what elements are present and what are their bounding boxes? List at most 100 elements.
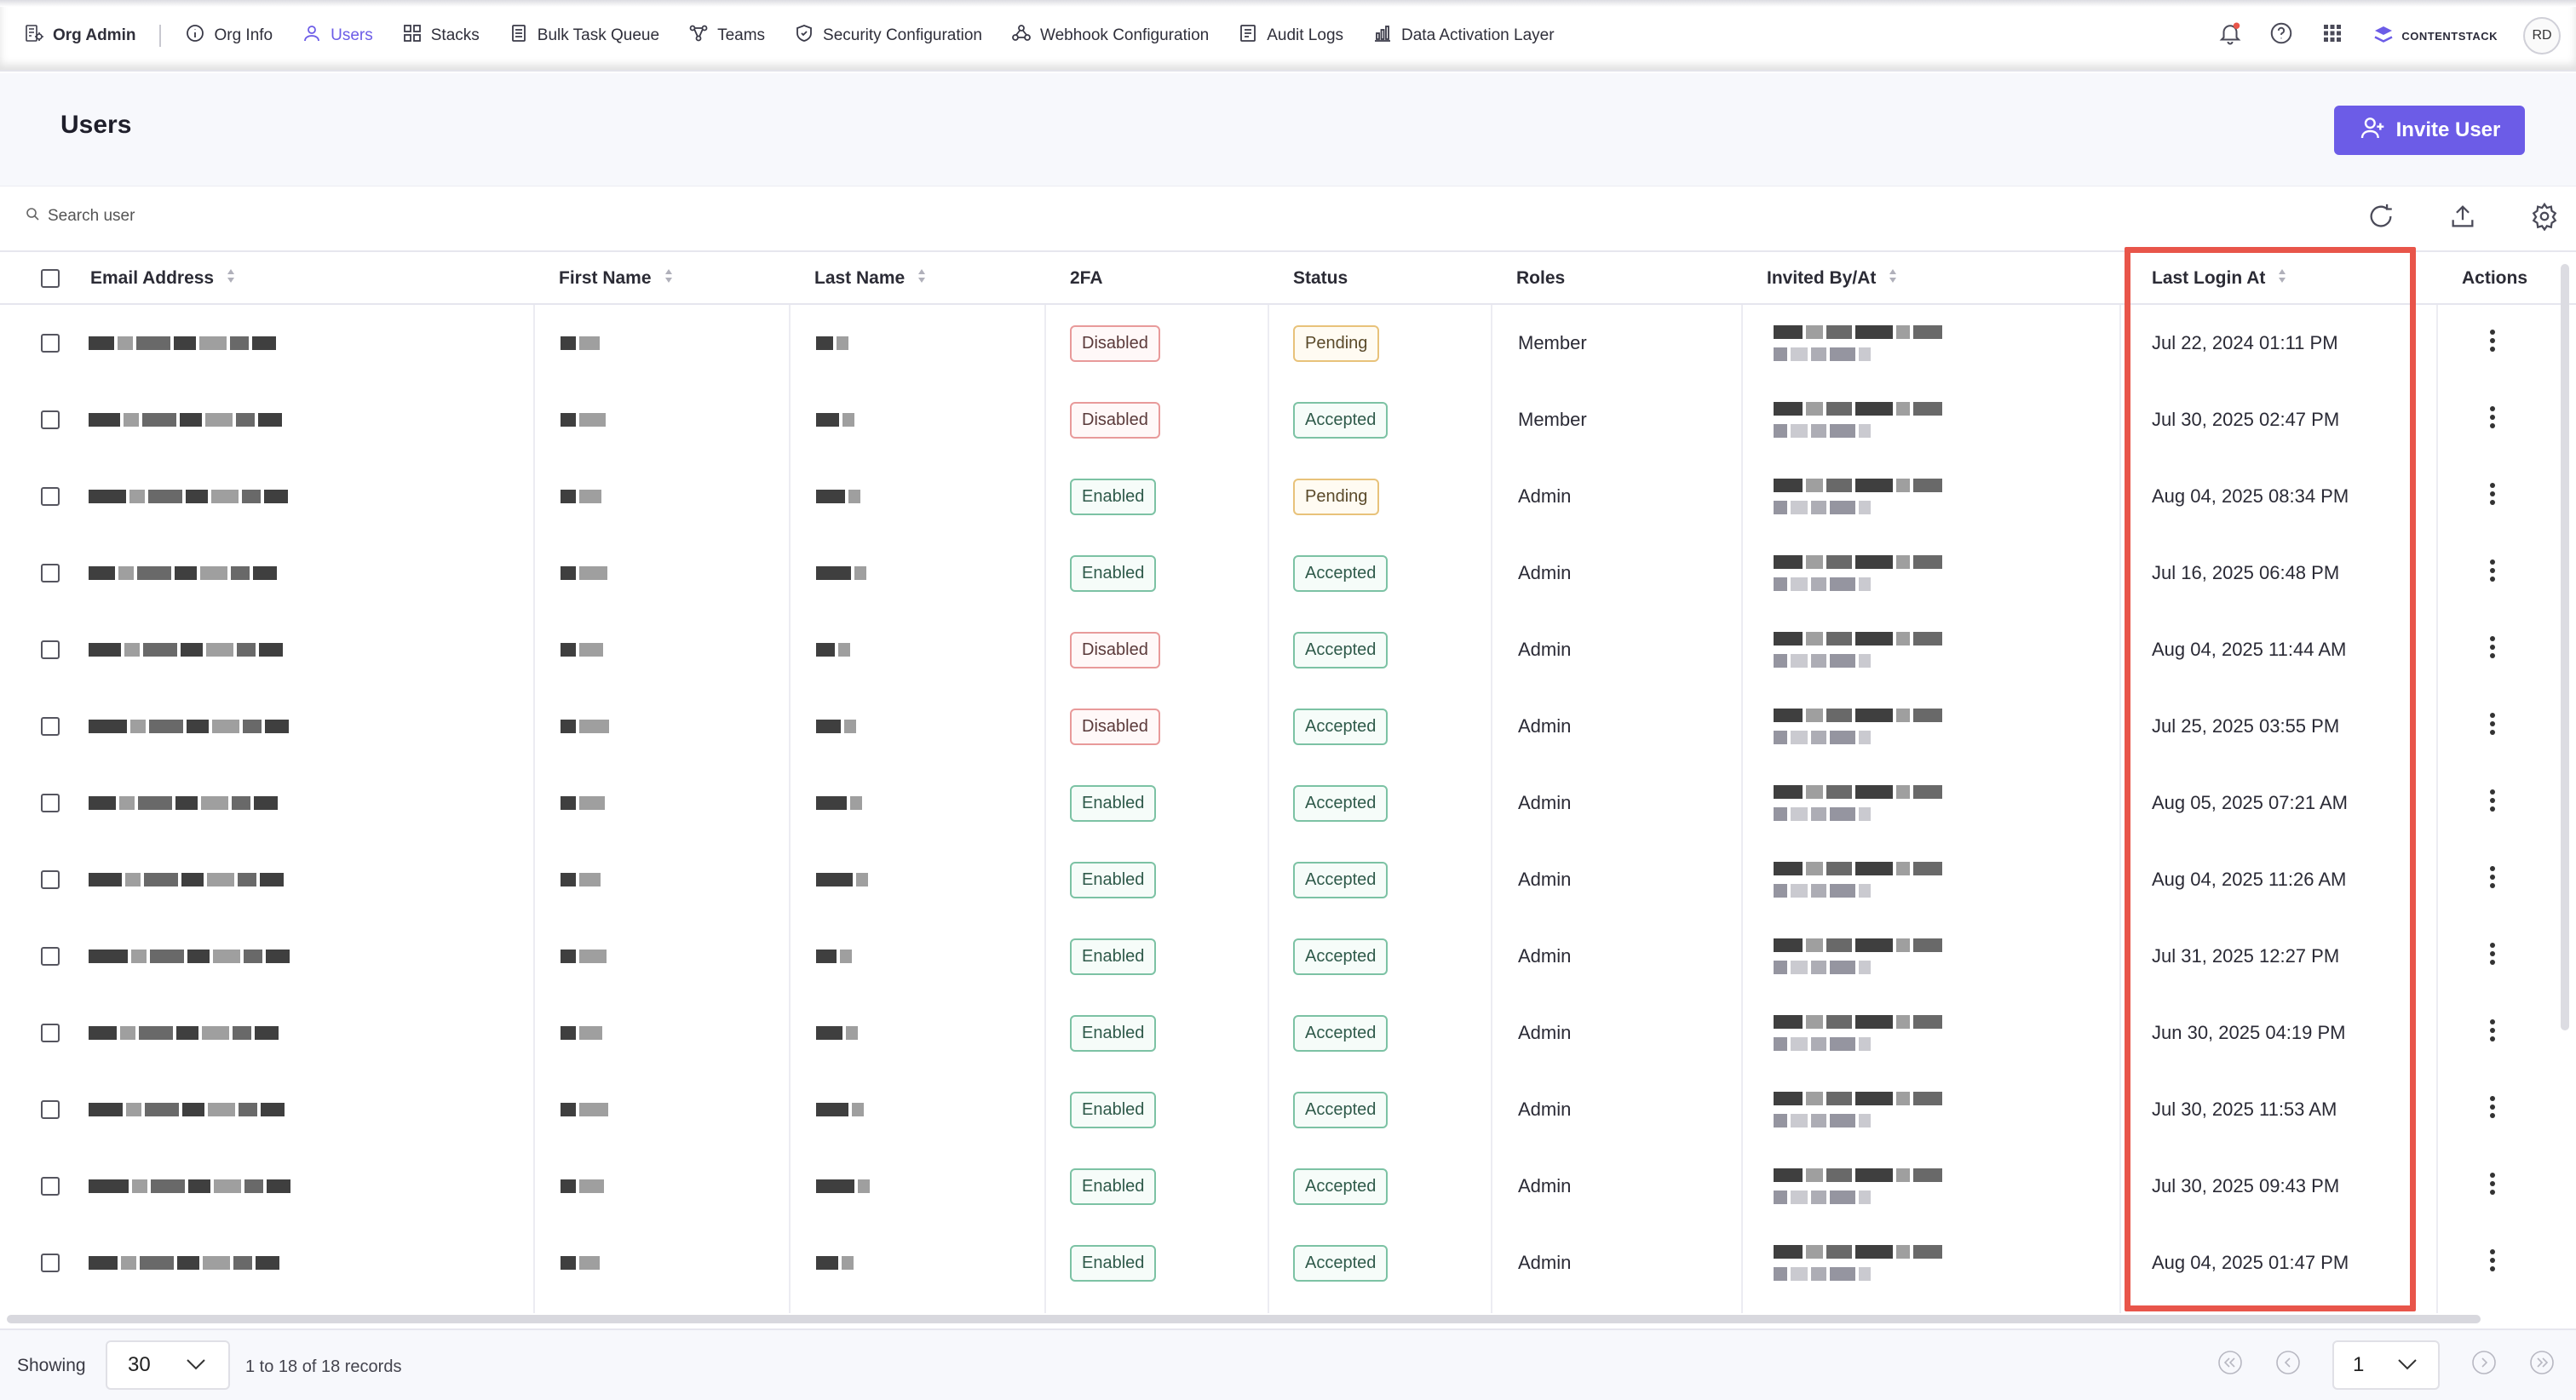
row-checkbox[interactable] xyxy=(41,382,60,458)
more-vertical-icon[interactable] xyxy=(2489,558,2496,588)
row-actions-menu[interactable] xyxy=(2489,611,2496,688)
column-header-first-name[interactable]: First Name xyxy=(559,252,674,305)
checkbox-box[interactable] xyxy=(41,717,60,736)
row-actions-menu[interactable] xyxy=(2489,1225,2496,1301)
column-header-invited-by[interactable]: Invited By/At xyxy=(1767,252,1898,305)
row-checkbox[interactable] xyxy=(41,611,60,688)
checkbox-box[interactable] xyxy=(41,1177,60,1196)
checkbox-box[interactable] xyxy=(41,1024,60,1042)
more-vertical-icon[interactable] xyxy=(2489,1018,2496,1048)
row-checkbox[interactable] xyxy=(41,918,60,995)
nav-item-org-info[interactable]: Org Info xyxy=(185,23,273,49)
select-all-checkbox[interactable] xyxy=(41,252,60,305)
checkbox-box[interactable] xyxy=(41,564,60,582)
more-vertical-icon[interactable] xyxy=(2489,711,2496,742)
org-admin-link[interactable]: Org Admin xyxy=(24,23,135,49)
export-icon[interactable] xyxy=(2448,202,2477,236)
bell-icon[interactable] xyxy=(2217,20,2243,51)
checkbox-box[interactable] xyxy=(41,410,60,429)
avatar[interactable]: RD xyxy=(2523,17,2561,55)
row-actions-menu[interactable] xyxy=(2489,382,2496,458)
table-row[interactable]: Enabled Accepted Admin Jul 30, 2025 09:43 P… xyxy=(0,1148,2556,1225)
last-page-icon[interactable] xyxy=(2528,1349,2556,1381)
row-actions-menu[interactable] xyxy=(2489,995,2496,1071)
table-row[interactable]: Enabled Pending Admin Aug 04, 2025 08:34 PM xyxy=(0,458,2556,535)
table-row[interactable]: Enabled Accepted Admin Jul 30, 2025 11:53 A… xyxy=(0,1071,2556,1148)
more-vertical-icon[interactable] xyxy=(2489,1094,2496,1125)
row-actions-menu[interactable] xyxy=(2489,918,2496,995)
row-actions-menu[interactable] xyxy=(2489,535,2496,611)
next-page-icon[interactable] xyxy=(2470,1349,2498,1381)
table-row[interactable]: Enabled Accepted Admin Jun 30, 2025 04:19 P… xyxy=(0,995,2556,1071)
sort-icon[interactable] xyxy=(917,267,927,290)
nav-item-security-configuration[interactable]: Security Configuration xyxy=(794,23,982,49)
row-checkbox[interactable] xyxy=(41,535,60,611)
row-checkbox[interactable] xyxy=(41,1071,60,1148)
row-actions-menu[interactable] xyxy=(2489,688,2496,765)
nav-item-webhook-configuration[interactable]: Webhook Configuration xyxy=(1011,23,1209,49)
more-vertical-icon[interactable] xyxy=(2489,788,2496,818)
more-vertical-icon[interactable] xyxy=(2489,328,2496,359)
more-vertical-icon[interactable] xyxy=(2489,634,2496,665)
page-number-select[interactable]: 1 xyxy=(2332,1340,2440,1390)
table-row[interactable]: Enabled Accepted Admin Aug 04, 2025 11:26 A… xyxy=(0,841,2556,918)
row-checkbox[interactable] xyxy=(41,995,60,1071)
column-header-email[interactable]: Email Address xyxy=(90,252,236,305)
first-page-icon[interactable] xyxy=(2217,1349,2244,1381)
checkbox-box[interactable] xyxy=(41,487,60,506)
row-actions-menu[interactable] xyxy=(2489,1071,2496,1148)
row-checkbox[interactable] xyxy=(41,688,60,765)
checkbox-box[interactable] xyxy=(41,640,60,659)
apps-grid-icon[interactable] xyxy=(2320,20,2345,51)
sort-icon[interactable] xyxy=(664,267,674,290)
checkbox-box[interactable] xyxy=(41,794,60,812)
sort-icon[interactable] xyxy=(226,267,236,290)
row-checkbox[interactable] xyxy=(41,765,60,841)
row-checkbox[interactable] xyxy=(41,305,60,382)
nav-item-bulk-task-queue[interactable]: Bulk Task Queue xyxy=(509,23,659,49)
table-row[interactable]: Disabled Accepted Admin Aug 04, 2025 11:44 … xyxy=(0,611,2556,688)
nav-item-data-activation-layer[interactable]: Data Activation Layer xyxy=(1372,23,1555,49)
row-actions-menu[interactable] xyxy=(2489,765,2496,841)
more-vertical-icon[interactable] xyxy=(2489,481,2496,512)
row-actions-menu[interactable] xyxy=(2489,305,2496,382)
nav-item-audit-logs[interactable]: Audit Logs xyxy=(1238,23,1343,49)
more-vertical-icon[interactable] xyxy=(2489,941,2496,972)
row-checkbox[interactable] xyxy=(41,841,60,918)
horizontal-scrollbar[interactable] xyxy=(7,1315,2481,1323)
checkbox-box[interactable] xyxy=(41,1254,60,1272)
row-checkbox[interactable] xyxy=(41,1148,60,1225)
checkbox-box[interactable] xyxy=(41,870,60,889)
column-header-last-login[interactable]: Last Login At xyxy=(2152,252,2287,305)
nav-item-users[interactable]: Users xyxy=(302,23,373,49)
row-actions-menu[interactable] xyxy=(2489,1148,2496,1225)
table-row[interactable]: Disabled Accepted Member Jul 30, 2025 02:47… xyxy=(0,382,2556,458)
search-input[interactable]: Search user xyxy=(26,207,135,226)
row-actions-menu[interactable] xyxy=(2489,458,2496,535)
row-checkbox[interactable] xyxy=(41,458,60,535)
column-header-last-name[interactable]: Last Name xyxy=(814,252,927,305)
help-icon[interactable] xyxy=(2268,20,2294,51)
checkbox-box[interactable] xyxy=(41,334,60,353)
table-row[interactable]: Disabled Accepted Admin Jul 25, 2025 03:55 … xyxy=(0,688,2556,765)
table-row[interactable]: Disabled Pending Member Jul 22, 2024 01:11 … xyxy=(0,305,2556,382)
table-row[interactable]: Enabled Accepted Admin Jul 31, 2025 12:27 P… xyxy=(0,918,2556,995)
invite-user-button[interactable]: Invite User xyxy=(2334,106,2525,155)
vertical-scrollbar[interactable] xyxy=(2561,264,2569,1030)
refresh-icon[interactable] xyxy=(2366,202,2395,236)
more-vertical-icon[interactable] xyxy=(2489,1171,2496,1202)
nav-item-stacks[interactable]: Stacks xyxy=(402,23,480,49)
checkbox-box[interactable] xyxy=(41,947,60,966)
table-row[interactable]: Enabled Accepted Admin Jul 16, 2025 06:48 P… xyxy=(0,535,2556,611)
row-checkbox[interactable] xyxy=(41,1225,60,1301)
more-vertical-icon[interactable] xyxy=(2489,1248,2496,1278)
page-size-select[interactable]: 30 xyxy=(106,1340,230,1390)
sort-icon[interactable] xyxy=(1888,267,1898,290)
settings-gear-icon[interactable] xyxy=(2530,202,2559,236)
nav-item-teams[interactable]: Teams xyxy=(688,23,765,49)
checkbox-box[interactable] xyxy=(41,1100,60,1119)
previous-page-icon[interactable] xyxy=(2274,1349,2302,1381)
sort-icon[interactable] xyxy=(2277,267,2287,290)
table-row[interactable]: Enabled Accepted Admin Aug 05, 2025 07:21 A… xyxy=(0,765,2556,841)
row-actions-menu[interactable] xyxy=(2489,841,2496,918)
